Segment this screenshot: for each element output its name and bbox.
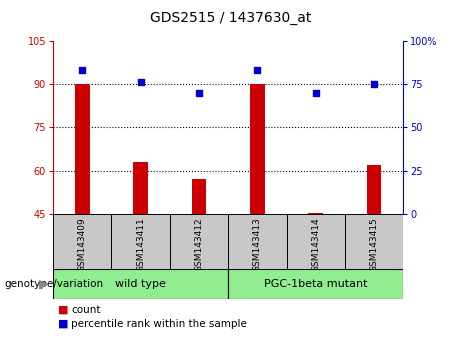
Bar — [133, 162, 148, 214]
Point — [78, 67, 86, 73]
Text: genotype/variation: genotype/variation — [5, 279, 104, 289]
Text: PGC-1beta mutant: PGC-1beta mutant — [264, 279, 367, 289]
Point — [195, 90, 203, 96]
Bar — [170, 214, 228, 269]
Text: GSM143414: GSM143414 — [311, 217, 320, 272]
Bar — [192, 179, 207, 214]
Bar — [308, 213, 323, 214]
Point — [371, 81, 378, 87]
Text: count: count — [71, 305, 101, 315]
Bar — [287, 214, 345, 269]
Bar — [75, 84, 89, 214]
Text: wild type: wild type — [115, 279, 166, 289]
Text: GSM143411: GSM143411 — [136, 217, 145, 272]
Bar — [228, 269, 403, 299]
Text: ■: ■ — [58, 305, 68, 315]
Text: percentile rank within the sample: percentile rank within the sample — [71, 319, 248, 329]
Bar — [250, 84, 265, 214]
Text: GSM143409: GSM143409 — [78, 217, 87, 272]
Text: GSM143415: GSM143415 — [370, 217, 378, 272]
Bar — [112, 214, 170, 269]
Text: ■: ■ — [58, 319, 68, 329]
Point — [254, 67, 261, 73]
Bar — [53, 269, 228, 299]
Text: ▶: ▶ — [39, 278, 48, 291]
Bar — [367, 165, 382, 214]
Bar — [345, 214, 403, 269]
Bar — [228, 214, 287, 269]
Bar — [53, 214, 112, 269]
Text: GSM143412: GSM143412 — [195, 217, 203, 272]
Point — [137, 80, 144, 85]
Text: GSM143413: GSM143413 — [253, 217, 262, 272]
Text: GDS2515 / 1437630_at: GDS2515 / 1437630_at — [150, 11, 311, 25]
Point — [312, 90, 319, 96]
